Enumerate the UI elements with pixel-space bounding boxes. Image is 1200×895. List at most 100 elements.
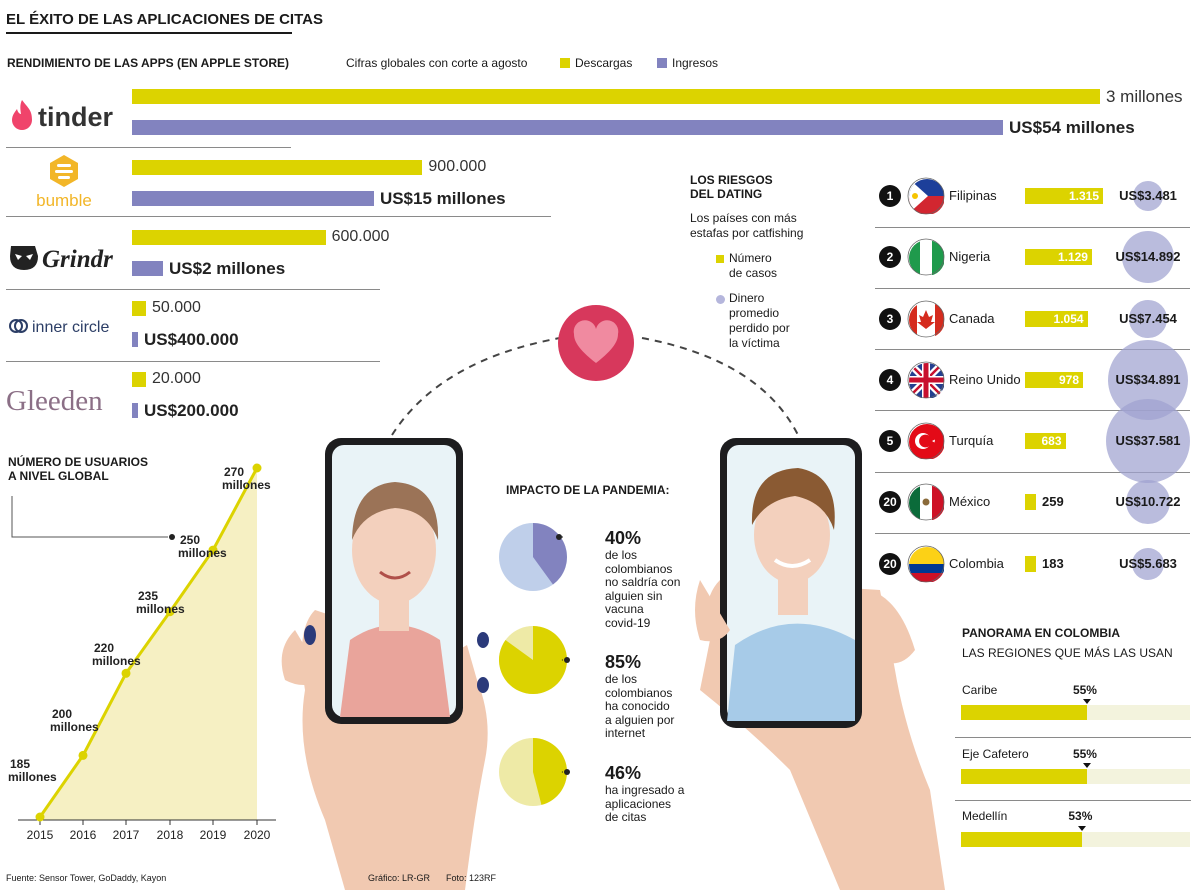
risk-cases-label: 683 xyxy=(1041,434,1062,448)
legend-dinero-label-2: promedio xyxy=(729,306,780,320)
legend-dinero-label-3: perdido por xyxy=(729,321,790,335)
inner-circle-logo: inner circle xyxy=(6,313,128,339)
risk-country: Reino Unido xyxy=(949,372,1021,387)
risk-country: Nigeria xyxy=(949,249,991,264)
risk-money-label: US$37.581 xyxy=(1115,433,1181,448)
separator xyxy=(6,361,380,362)
apps-section-subtitle: Cifras globales con corte a agosto xyxy=(346,56,528,70)
pie-0 xyxy=(499,523,567,591)
users-value-unit: millones xyxy=(8,770,57,784)
pie-text-line: a alguien por xyxy=(605,712,675,727)
legend-casos-label-1: Número xyxy=(729,251,772,265)
pie-leader-dot xyxy=(556,534,562,540)
connection-arc xyxy=(391,337,799,436)
risk-cases-bar xyxy=(1025,433,1066,449)
risk-separator xyxy=(875,410,1190,411)
panorama-value: 53% xyxy=(1068,809,1093,823)
usuarios-title-2: A NIVEL GLOBAL xyxy=(8,469,109,483)
svg-text:Gleeden: Gleeden xyxy=(6,385,103,417)
users-value-label: 185 xyxy=(10,757,30,771)
flag-reino-unido xyxy=(907,361,945,399)
legend-casos-swatch xyxy=(716,255,724,263)
x-tick-label: 2015 xyxy=(27,828,54,842)
risk-money-circle xyxy=(1106,399,1190,483)
users-value-unit: millones xyxy=(136,602,185,616)
pie-percent-2: 46% xyxy=(605,763,642,783)
risk-separator xyxy=(875,288,1190,289)
risk-country: Canada xyxy=(949,311,995,326)
bar-ingresos-label-4: US$200.000 xyxy=(144,401,239,420)
bar-ingresos-2 xyxy=(132,261,163,276)
pie-text-line: ha conocido xyxy=(605,699,670,713)
risk-cases-label: 1.129 xyxy=(1057,250,1088,264)
title-connector xyxy=(11,496,168,538)
risk-money-label: US$7.454 xyxy=(1119,311,1177,326)
x-tick-label: 2019 xyxy=(200,828,227,842)
users-value-label: 200 xyxy=(52,707,72,721)
risk-country: México xyxy=(949,494,991,509)
pie-text-line: colombianos xyxy=(605,561,673,576)
pie-text-line: de los xyxy=(605,672,638,686)
bar-descargas-0 xyxy=(132,89,1100,104)
pie-text-line: de los xyxy=(605,548,638,562)
flag-nigeria xyxy=(907,238,945,276)
risk-cases-bar xyxy=(1025,556,1036,572)
panorama-value: 55% xyxy=(1072,747,1097,761)
bar-ingresos-0 xyxy=(132,120,1003,135)
bar-descargas-label-2: 600.000 xyxy=(331,228,390,245)
legend-ingresos-swatch xyxy=(657,58,667,68)
users-point xyxy=(35,812,45,822)
panorama-marker xyxy=(1082,699,1091,704)
flag-canada xyxy=(907,300,945,338)
users-point xyxy=(78,750,88,760)
risk-money-circle xyxy=(1121,230,1175,284)
pie-value-slice xyxy=(533,738,567,805)
risk-money-label: US$5.683 xyxy=(1119,556,1177,571)
bar-ingresos-label-2: US$2 millones xyxy=(169,259,286,278)
users-value-unit: millones xyxy=(222,478,271,492)
bar-ingresos-label-1: US$15 millones xyxy=(379,189,506,208)
svg-text:Grindr: Grindr xyxy=(42,246,113,273)
riesgos-title-1: LOS RIESGOS xyxy=(690,173,773,187)
panorama-region: Caribe xyxy=(962,683,998,697)
panorama-bar xyxy=(961,832,1083,847)
flag-colombia xyxy=(907,545,945,583)
risk-rank-badge: 3 xyxy=(879,308,901,330)
risk-rank-badge: 1 xyxy=(879,185,901,207)
risk-money-circle xyxy=(1133,181,1163,211)
svg-text:inner circle: inner circle xyxy=(32,319,109,336)
legend-ingresos-label: Ingresos xyxy=(672,56,719,70)
risk-country: Filipinas xyxy=(949,188,997,203)
bar-ingresos-4 xyxy=(132,403,138,418)
risk-cases-label: 978 xyxy=(1058,373,1079,387)
risk-money-label: US$10.722 xyxy=(1115,494,1181,509)
apps-section-title: RENDIMIENTO DE LAS APPS (EN APPLE STORE) xyxy=(7,56,290,70)
riesgos-subtitle-1: Los países con más xyxy=(690,211,797,225)
legend-dinero-label-1: Dinero xyxy=(729,291,765,305)
users-value-unit: millones xyxy=(50,720,99,734)
x-tick-label: 2020 xyxy=(244,828,271,842)
bar-descargas-2 xyxy=(132,230,326,245)
separator xyxy=(6,147,291,148)
right-hand-phone xyxy=(690,430,950,890)
legend-dinero-swatch xyxy=(716,295,725,304)
riesgos-subtitle-2: estafas por catfishing xyxy=(690,226,804,240)
users-value-label: 220 xyxy=(94,641,114,655)
pie-text-line: internet xyxy=(605,726,646,740)
risk-separator xyxy=(875,472,1190,473)
x-tick-label: 2018 xyxy=(157,828,184,842)
legend-dinero-label-4: la víctima xyxy=(729,336,780,350)
risk-cases-bar xyxy=(1025,249,1092,265)
risk-cases-label: 259 xyxy=(1042,494,1064,509)
left-hand-phone xyxy=(255,430,495,890)
bar-descargas-1 xyxy=(132,160,423,175)
users-point xyxy=(165,607,175,617)
pie-text-line: ha ingresado a xyxy=(605,783,685,797)
risk-country: Colombia xyxy=(949,556,1004,571)
svg-text:bumble: bumble xyxy=(36,191,92,210)
svg-text:tinder: tinder xyxy=(38,102,113,132)
risk-cases-label: 1.054 xyxy=(1053,312,1084,326)
bar-descargas-label-0: 3 millones xyxy=(1106,87,1183,106)
risk-rank-badge: 4 xyxy=(879,369,901,391)
users-value-label: 270 xyxy=(224,465,244,479)
